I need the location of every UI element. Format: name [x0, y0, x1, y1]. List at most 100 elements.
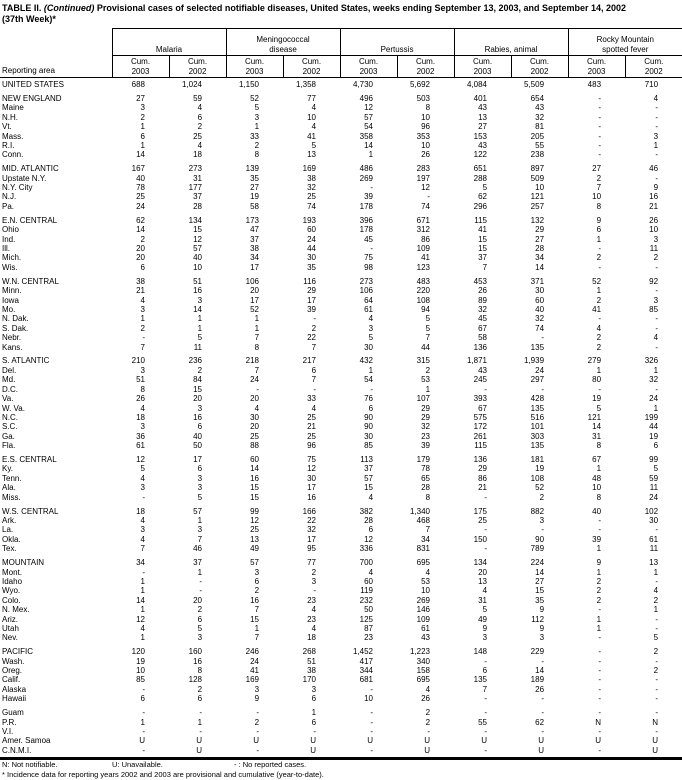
cell-value: 123	[416, 262, 431, 272]
cell-value: -	[313, 727, 317, 736]
row-area-label: NEW ENGLAND	[2, 93, 62, 103]
cell-value: -	[142, 492, 145, 502]
cell-value: 23	[421, 431, 431, 441]
cell-value: 62	[136, 215, 145, 225]
cell-value: U	[139, 736, 145, 746]
cell-value: 52	[535, 483, 545, 493]
cell-value: -	[199, 708, 203, 718]
cell-value: 50	[193, 441, 203, 451]
cell-value: 9	[653, 183, 659, 193]
cell-value: 20	[193, 394, 203, 404]
cell-value: 4	[368, 314, 374, 324]
cell-value: 382	[359, 506, 374, 516]
cell-value: 181	[530, 455, 545, 465]
cell-value: 34	[250, 253, 260, 263]
cell-value: 39	[421, 441, 431, 451]
row-area-label: Tex.	[2, 544, 17, 554]
cell-value: 49	[478, 614, 488, 624]
cell-value: 7	[596, 183, 602, 193]
cell-value: 44	[307, 244, 317, 253]
cell-value: -	[598, 647, 602, 657]
cell-value: 1	[140, 605, 145, 615]
cell-value: 24	[535, 365, 545, 375]
table-row: C.N.M.I. - U - U - U - U - U	[0, 746, 682, 755]
cell-value: 20	[136, 253, 145, 263]
row-area-label: Maine	[2, 103, 24, 113]
cell-value: 2	[197, 122, 203, 132]
cell-value: 1	[425, 384, 431, 394]
cell-value: 261	[473, 431, 488, 441]
table-row: N.Y. City 78 177 27 32 - 12 5 10 7 9	[0, 183, 682, 192]
cell-value: 9	[539, 623, 545, 633]
cell-value: 167	[131, 164, 145, 174]
cell-value: 17	[250, 262, 260, 272]
cell-value: 1	[311, 708, 317, 718]
cell-value: 21	[136, 286, 145, 296]
table-row: E.N. CENTRAL 62 134 173 193 396 671 115 132 9 26	[0, 211, 682, 225]
cell-value: 1,939	[524, 356, 545, 366]
footnote-incidence: * Incidence data for reporting years 200…	[2, 769, 324, 779]
row-area-label: P.R.	[2, 717, 17, 727]
cell-value: U	[538, 745, 545, 755]
cell-value: 26	[535, 684, 545, 694]
cell-value: 41	[478, 225, 488, 235]
cell-value: 8	[197, 666, 203, 676]
column-subheader: Cum. 2003	[453, 55, 512, 78]
cell-value: 238	[530, 150, 545, 160]
cell-value: 236	[188, 356, 203, 366]
cell-value: 54	[364, 122, 374, 132]
cell-value: 11	[649, 483, 659, 493]
cell-value: 169	[302, 164, 317, 174]
cell-value: 58	[250, 201, 260, 211]
table-row: N. Mex. 1 2 7 4 50 146 5 9 - 1	[0, 605, 682, 614]
cell-value: -	[598, 666, 602, 676]
cell-value: 7	[311, 375, 317, 385]
table-row: Miss. - 5 15 16 4 8 - 2 8 24	[0, 493, 682, 502]
cell-value: 26	[649, 215, 659, 225]
cell-value: 86	[421, 234, 431, 244]
cell-value: 3	[140, 103, 145, 113]
cell-value: -	[655, 684, 659, 694]
cell-value: 2	[254, 717, 260, 727]
cell-value: 1	[653, 140, 659, 150]
row-area-label: V.I.	[2, 727, 14, 736]
cell-value: 9	[539, 605, 545, 615]
cell-value: 1	[596, 464, 602, 474]
cell-value: 417	[359, 656, 374, 666]
cell-value: 2	[596, 173, 602, 183]
cell-value: -	[370, 727, 374, 736]
cell-value: -	[427, 727, 431, 736]
cell-value: 125	[359, 614, 374, 624]
cell-value: 64	[364, 295, 374, 305]
cell-value: -	[256, 708, 260, 718]
cell-value: 94	[421, 304, 431, 314]
cell-value: 1	[596, 544, 602, 554]
cell-value: 175	[473, 506, 488, 516]
cell-value: -	[484, 525, 488, 535]
cell-value: -	[655, 525, 659, 535]
cell-value: 4	[653, 93, 659, 103]
cell-value: 34	[421, 534, 431, 544]
table-row: Iowa 4 3 17 17 64 108 89 60 2 3	[0, 296, 682, 305]
cell-value: 700	[359, 558, 374, 568]
cell-value: -	[655, 623, 659, 633]
cell-value: 1	[140, 576, 145, 586]
cell-value: 27	[592, 164, 602, 174]
cell-value: 20	[478, 567, 488, 577]
cell-value: 19	[535, 464, 545, 474]
row-area-label: W. Va.	[2, 403, 25, 413]
cell-value: 16	[250, 473, 260, 483]
cell-value: 62	[478, 192, 488, 202]
cell-value: 575	[473, 412, 488, 422]
cell-value: 3	[254, 684, 260, 694]
cell-value: 61	[649, 534, 659, 544]
cell-value: 17	[307, 295, 317, 305]
cell-value: 25	[307, 412, 317, 422]
cell-value: 269	[359, 173, 374, 183]
cell-value: 10	[364, 694, 374, 704]
cell-value: 688	[131, 80, 145, 89]
cell-value: 31	[592, 431, 602, 441]
row-area-label: Va.	[2, 394, 14, 404]
cell-value: 229	[530, 647, 545, 657]
cell-value: 4	[140, 403, 145, 413]
